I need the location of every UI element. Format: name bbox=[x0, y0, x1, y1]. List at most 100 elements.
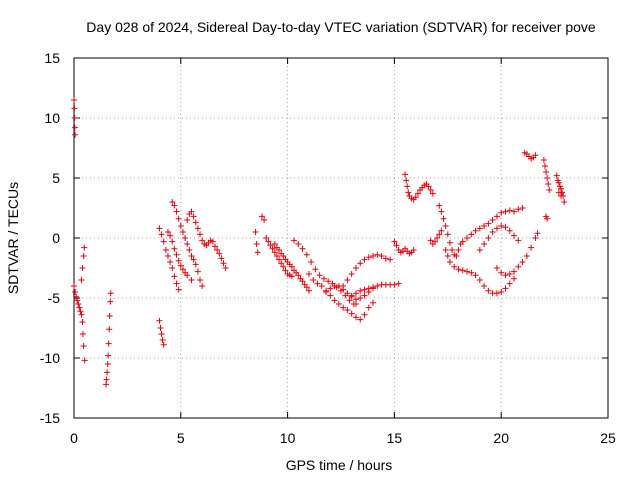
data-point bbox=[511, 232, 518, 239]
data-point bbox=[327, 292, 334, 299]
data-point bbox=[431, 238, 438, 245]
y-axis-label: SDTVAR / TECUs bbox=[5, 182, 21, 294]
data-point bbox=[71, 124, 78, 131]
data-point bbox=[271, 249, 278, 256]
data-point bbox=[361, 292, 368, 299]
data-point bbox=[464, 268, 471, 275]
data-point bbox=[325, 278, 332, 285]
data-point bbox=[186, 247, 193, 253]
data-point bbox=[335, 283, 342, 289]
data-point bbox=[340, 286, 347, 293]
data-point bbox=[291, 237, 298, 244]
data-point bbox=[258, 213, 265, 220]
data-point bbox=[107, 290, 114, 297]
data-point bbox=[502, 224, 509, 231]
data-point bbox=[318, 283, 325, 289]
data-point bbox=[194, 225, 201, 232]
data-point bbox=[184, 272, 191, 279]
data-point bbox=[481, 241, 488, 247]
data-point bbox=[374, 283, 381, 289]
series-arc-16.5-20.6h bbox=[427, 202, 541, 297]
data-point bbox=[267, 242, 274, 249]
data-point bbox=[506, 207, 513, 214]
data-point bbox=[280, 263, 287, 270]
data-point bbox=[352, 296, 359, 303]
data-point bbox=[188, 208, 195, 215]
data-point bbox=[199, 283, 206, 289]
data-point bbox=[105, 340, 112, 347]
y-tick-label: 15 bbox=[44, 50, 60, 66]
data-point bbox=[485, 220, 492, 227]
data-point bbox=[218, 255, 225, 262]
data-point bbox=[446, 259, 453, 265]
data-point bbox=[403, 177, 410, 184]
data-point bbox=[106, 313, 113, 319]
data-point bbox=[265, 238, 272, 245]
data-point bbox=[511, 275, 518, 282]
data-point bbox=[81, 357, 88, 364]
data-point bbox=[171, 202, 178, 209]
data-point bbox=[156, 225, 163, 232]
x-axis-label: GPS time / hours bbox=[286, 457, 393, 473]
x-tick-label: 5 bbox=[177, 430, 185, 446]
data-point bbox=[506, 280, 513, 287]
data-point bbox=[348, 310, 355, 317]
data-point bbox=[442, 223, 449, 229]
data-point bbox=[276, 247, 283, 253]
data-point bbox=[493, 225, 500, 232]
data-point bbox=[414, 190, 421, 197]
data-point bbox=[459, 238, 466, 245]
data-point bbox=[493, 290, 500, 297]
chart-title: Day 028 of 2024, Sidereal Day-to-day VTE… bbox=[86, 19, 596, 35]
data-point bbox=[173, 280, 180, 287]
data-point bbox=[451, 263, 458, 270]
data-point bbox=[78, 311, 85, 318]
data-point bbox=[442, 247, 449, 253]
data-point bbox=[327, 285, 334, 292]
x-tick-label: 0 bbox=[70, 430, 78, 446]
data-point bbox=[340, 304, 347, 311]
y-tick-label: -10 bbox=[40, 350, 60, 366]
data-point bbox=[365, 304, 372, 311]
x-tick-labels: 0 5 10 15 20 25 bbox=[70, 430, 616, 446]
data-point bbox=[179, 266, 186, 273]
x-tick-label: 15 bbox=[387, 430, 403, 446]
data-point bbox=[299, 278, 306, 285]
data-point bbox=[444, 253, 451, 259]
data-point bbox=[188, 277, 195, 283]
data-point bbox=[391, 238, 398, 245]
data-point bbox=[104, 361, 111, 367]
data-point bbox=[481, 283, 488, 289]
data-point bbox=[305, 271, 312, 277]
data-point bbox=[515, 237, 522, 244]
series-arc-4.2-7.1h bbox=[156, 199, 229, 293]
data-point bbox=[308, 259, 315, 265]
data-point bbox=[498, 289, 505, 295]
data-point bbox=[493, 265, 500, 271]
data-point bbox=[252, 229, 259, 235]
data-point bbox=[519, 205, 526, 211]
data-point bbox=[440, 215, 447, 222]
data-point bbox=[543, 169, 550, 175]
data-point bbox=[357, 316, 364, 323]
data-point bbox=[209, 238, 216, 245]
data-point bbox=[173, 208, 180, 215]
data-point bbox=[171, 273, 178, 280]
data-point bbox=[434, 235, 441, 241]
data-point bbox=[79, 265, 86, 271]
data-point bbox=[71, 115, 78, 121]
data-point bbox=[519, 259, 526, 265]
data-point bbox=[276, 256, 283, 263]
data-point bbox=[387, 256, 394, 263]
series-burst-4.2h bbox=[156, 317, 167, 348]
data-point bbox=[511, 208, 518, 215]
y-tick-labels: -15 -10 -5 0 5 10 15 bbox=[40, 50, 60, 426]
data-point bbox=[282, 267, 289, 274]
data-point bbox=[106, 326, 113, 333]
data-point bbox=[303, 251, 310, 258]
data-point bbox=[310, 277, 317, 283]
data-point bbox=[79, 331, 86, 337]
data-point bbox=[361, 286, 368, 293]
data-point bbox=[71, 97, 77, 103]
